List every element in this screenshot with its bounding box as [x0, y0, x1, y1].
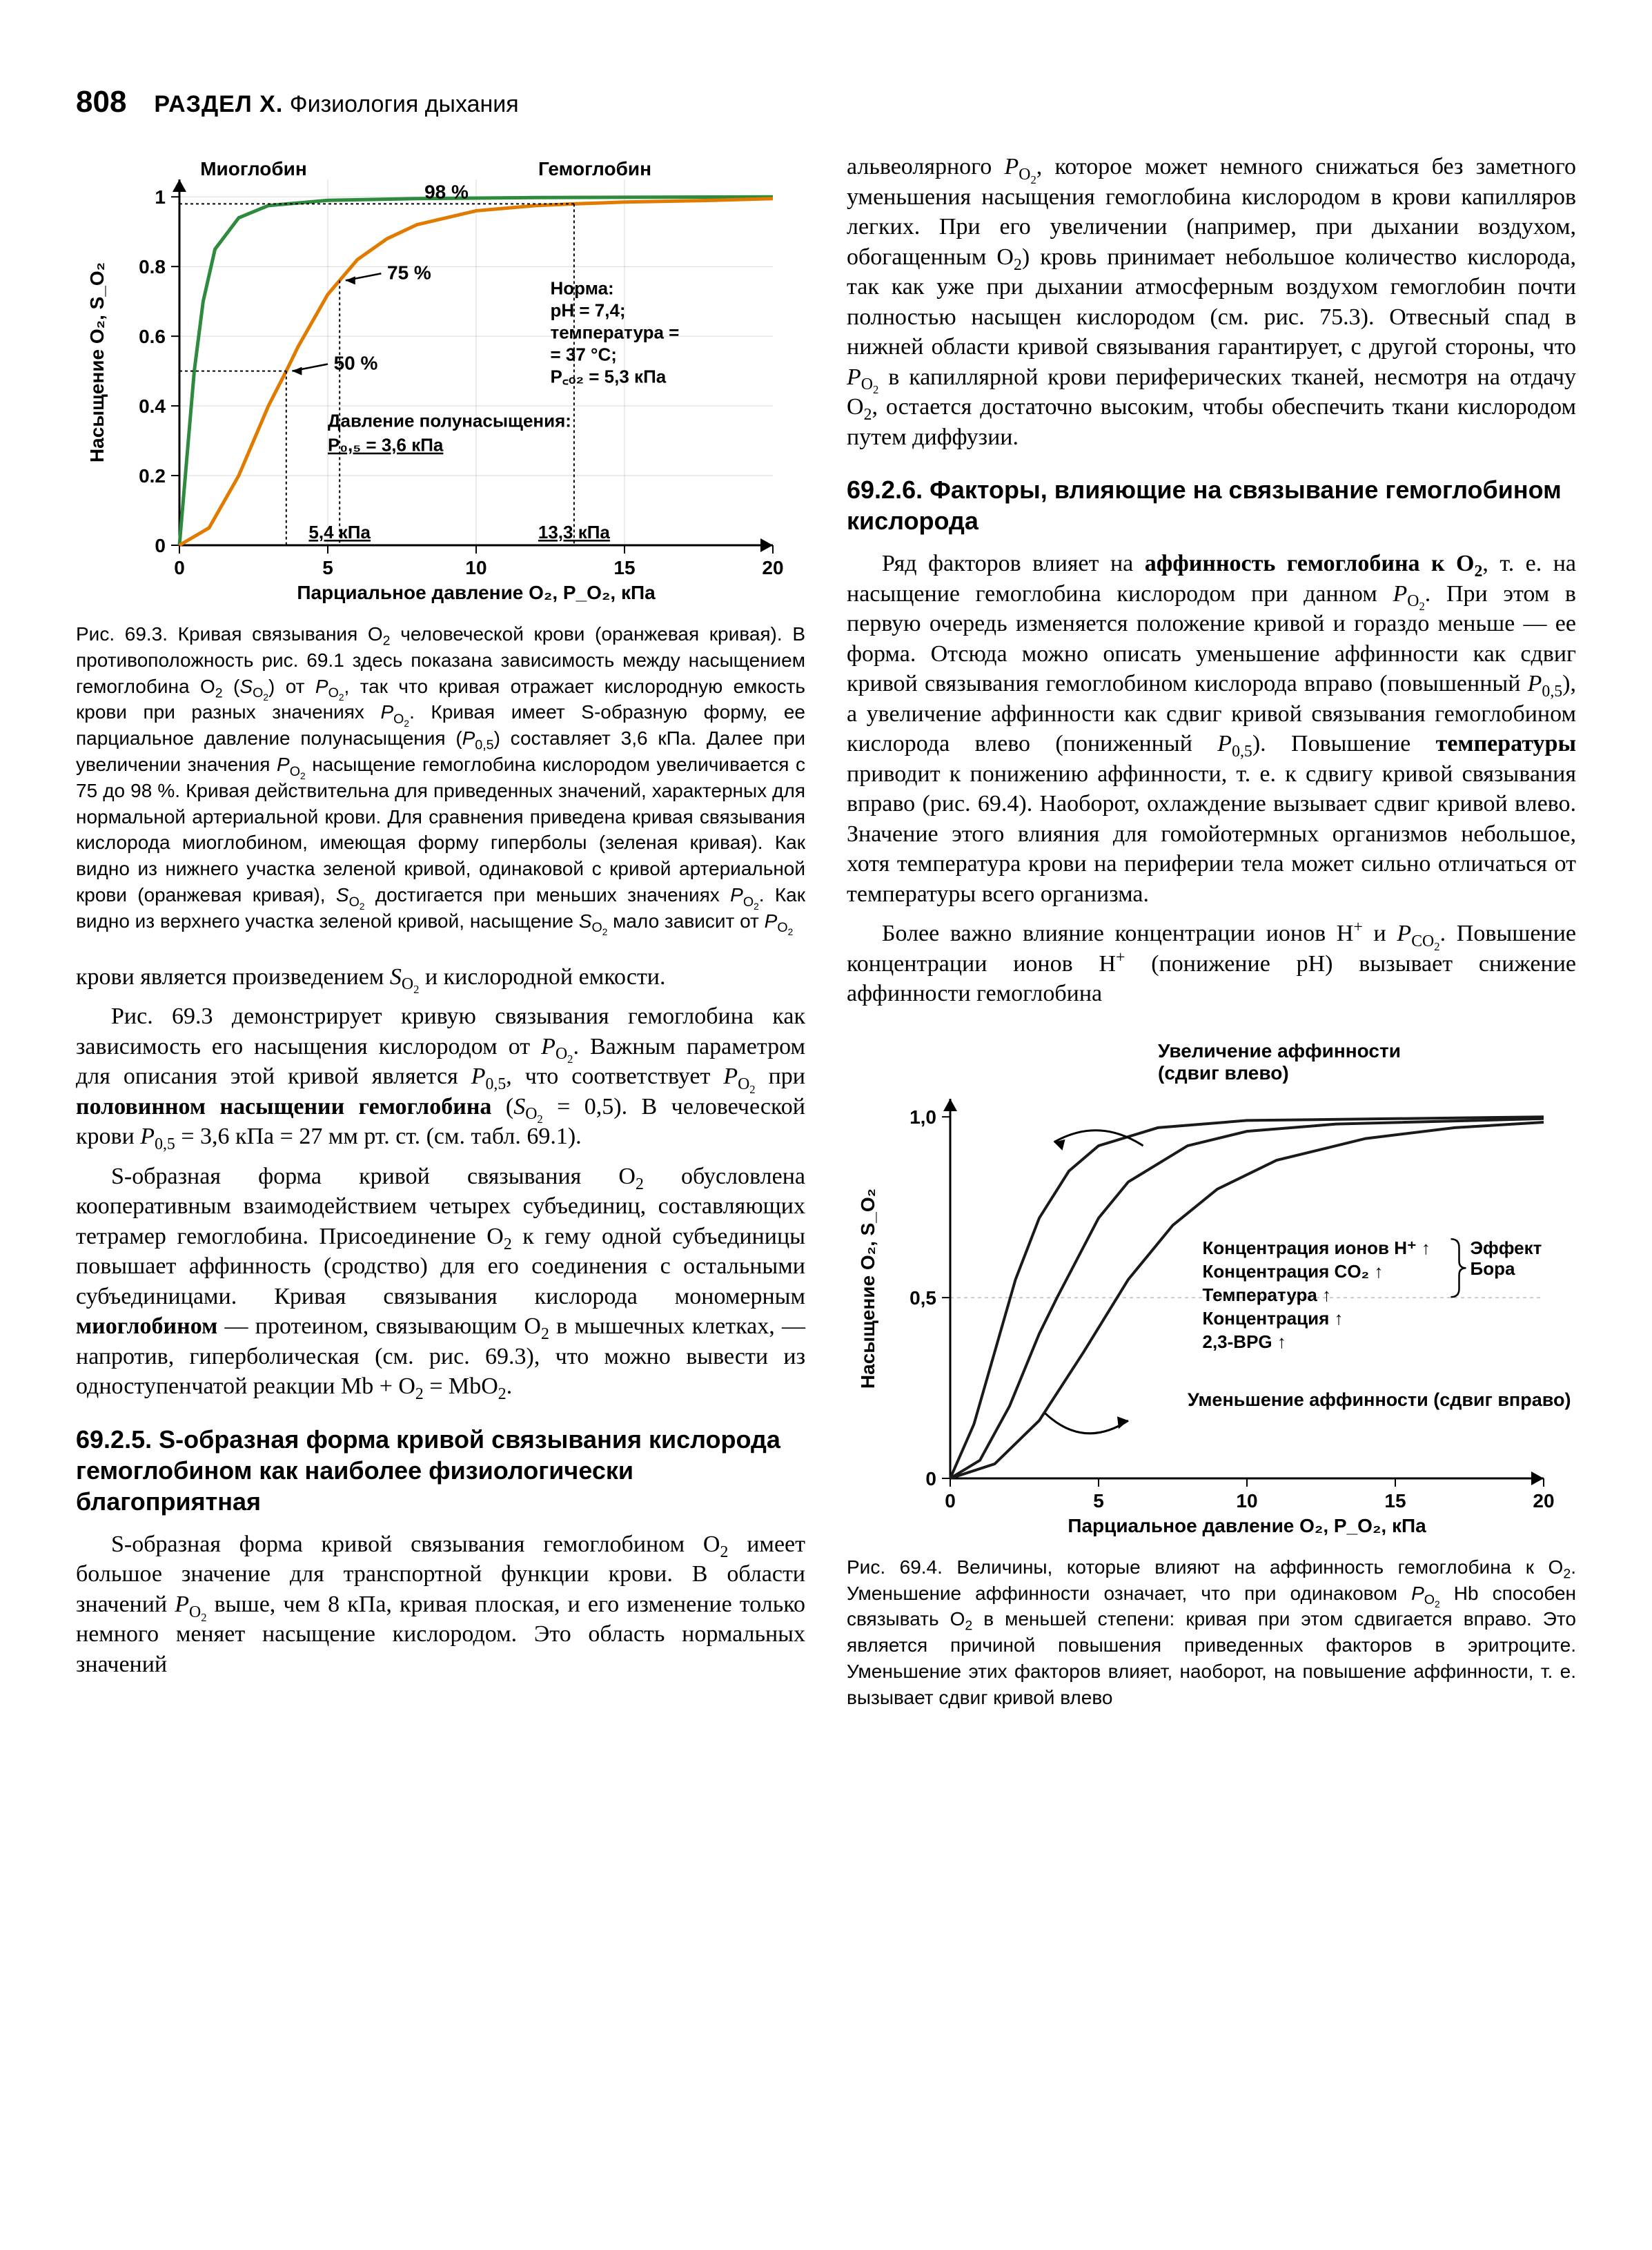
svg-text:Насыщение O₂, S_O₂: Насыщение O₂, S_O₂ — [86, 262, 108, 462]
svg-text:Норма:: Норма: — [551, 278, 614, 299]
figure-69-3: 0 5 10 15 20 0 0.2 0.4 0.6 0.8 1 Миоглобин Гемоглоби… — [76, 152, 805, 607]
svg-text:Давление полунасыщения:: Давление полунасыщения: — [328, 410, 571, 431]
svg-text:P₀,₅ = 3,6 кПа: P₀,₅ = 3,6 кПа — [328, 435, 444, 456]
para: альвеолярного PO2, которое может немного… — [847, 152, 1576, 452]
svg-text:0: 0 — [925, 1468, 936, 1489]
svg-text:pH = 7,4;: pH = 7,4; — [551, 300, 626, 321]
para: S-образная форма кривой связывания гемог… — [76, 1529, 805, 1680]
svg-text:Концентрация ионов H⁺ ↑: Концентрация ионов H⁺ ↑ — [1203, 1238, 1430, 1258]
svg-text:75 %: 75 % — [387, 262, 431, 283]
textbook-page: 808 РАЗДЕЛ X. Физиология дыхания 0510152… — [0, 0, 1652, 2250]
right-body-2: Ряд факторов влияет на аффинность гемогл… — [847, 549, 1576, 1009]
two-columns: 0 5 10 15 20 0 0.2 0.4 0.6 0.8 1 Миоглобин Гемоглоби… — [76, 152, 1576, 2167]
svg-text:13,3 кПа: 13,3 кПа — [538, 522, 611, 542]
para: Ряд факторов влияет на аффинность гемогл… — [847, 549, 1576, 909]
svg-text:(сдвиг влево): (сдвиг влево) — [1158, 1062, 1289, 1084]
svg-text:Температура ↑: Температура ↑ — [1203, 1284, 1332, 1305]
svg-text:5: 5 — [1093, 1490, 1104, 1512]
svg-text:5: 5 — [322, 557, 333, 578]
svg-text:20: 20 — [1533, 1490, 1554, 1512]
svg-text:Концентрация ↑: Концентрация ↑ — [1203, 1308, 1344, 1329]
left-column: 0 5 10 15 20 0 0.2 0.4 0.6 0.8 1 Миоглобин Гемоглоби… — [76, 152, 805, 2167]
heading-69-2-6: 69.2.6. Факторы, влияющие на связывание … — [847, 474, 1576, 536]
figure-69-4-caption: Рис. 69.4. Величины, которые влияют на а… — [847, 1554, 1576, 1711]
section-label: РАЗДЕЛ X. Физиология дыхания — [154, 90, 518, 120]
svg-text:1,0: 1,0 — [909, 1106, 936, 1128]
svg-text:1: 1 — [155, 186, 166, 208]
svg-text:температура =: температура = — [551, 322, 680, 343]
page-number: 808 — [76, 83, 126, 121]
para: крови является произведением SO2 и кисло… — [76, 962, 805, 992]
right-column: альвеолярного PO2, которое может немного… — [847, 152, 1576, 2167]
svg-text:Гемоглобин: Гемоглобин — [538, 158, 651, 179]
svg-text:20: 20 — [762, 557, 783, 578]
svg-text:Насыщение O₂, S_O₂: Насыщение O₂, S_O₂ — [857, 1188, 878, 1389]
svg-text:Уменьшение аффинности (сдвиг в: Уменьшение аффинности (сдвиг вправо) — [1188, 1389, 1571, 1410]
svg-text:50 %: 50 % — [334, 353, 378, 374]
svg-text:Концентрация CO₂ ↑: Концентрация CO₂ ↑ — [1203, 1261, 1384, 1282]
svg-text:P꜀ₒ₂ = 5,3 кПа: P꜀ₒ₂ = 5,3 кПа — [551, 366, 667, 387]
svg-text:0,5: 0,5 — [909, 1287, 936, 1309]
section-title: Физиология дыхания — [290, 91, 519, 117]
page-header: 808 РАЗДЕЛ X. Физиология дыхания — [76, 83, 1576, 121]
heading-69-2-5: 69.2.5. S-образная форма кривой связыван… — [76, 1424, 805, 1517]
svg-text:Увеличение аффинности: Увеличение аффинности — [1158, 1040, 1401, 1062]
svg-text:Парциальное давление O₂, P_O₂,: Парциальное давление O₂, P_O₂, кПа — [297, 582, 656, 603]
left-body-2: S-образная форма кривой связывания гемог… — [76, 1529, 805, 1680]
svg-text:15: 15 — [613, 557, 635, 578]
section-roman: РАЗДЕЛ X. — [154, 91, 283, 117]
svg-text:0: 0 — [155, 535, 166, 556]
svg-text:Эффект: Эффект — [1471, 1238, 1542, 1258]
svg-text:0.8: 0.8 — [139, 256, 166, 277]
svg-text:Парциальное давление O₂, P_O₂,: Парциальное давление O₂, P_O₂, кПа — [1068, 1515, 1426, 1536]
svg-text:5,4 кПа: 5,4 кПа — [308, 522, 371, 542]
right-body-1: альвеолярного PO2, которое может немного… — [847, 152, 1576, 452]
svg-text:0: 0 — [945, 1490, 956, 1512]
svg-text:0.6: 0.6 — [139, 326, 166, 347]
figure-69-3-caption: Рис. 69.3. Кривая связывания O2 человече… — [76, 621, 805, 935]
para: S-образная форма кривой связывания O2 об… — [76, 1162, 805, 1402]
figure-69-4: 0 5 10 15 20 0 0,5 1,0 Увеличение аффинности(сдв… — [847, 1030, 1576, 1540]
left-body-1: крови является произведением SO2 и кисло… — [76, 962, 805, 1402]
svg-text:Бора: Бора — [1471, 1258, 1515, 1279]
svg-text:Миоглобин: Миоглобин — [200, 158, 307, 179]
svg-text:98 %: 98 % — [424, 181, 469, 202]
svg-text:= 37 °C;: = 37 °C; — [551, 344, 617, 365]
svg-text:2,3-BPG ↑: 2,3-BPG ↑ — [1203, 1331, 1286, 1352]
para: Рис. 69.3 демонстрирует кривую связывани… — [76, 1001, 805, 1152]
svg-text:0: 0 — [174, 557, 185, 578]
svg-text:10: 10 — [465, 557, 486, 578]
para: Более важно влияние концентрации ионов H… — [847, 919, 1576, 1009]
svg-text:10: 10 — [1236, 1490, 1257, 1512]
svg-text:0.4: 0.4 — [139, 395, 166, 417]
svg-text:0.2: 0.2 — [139, 465, 166, 487]
svg-text:15: 15 — [1384, 1490, 1406, 1512]
